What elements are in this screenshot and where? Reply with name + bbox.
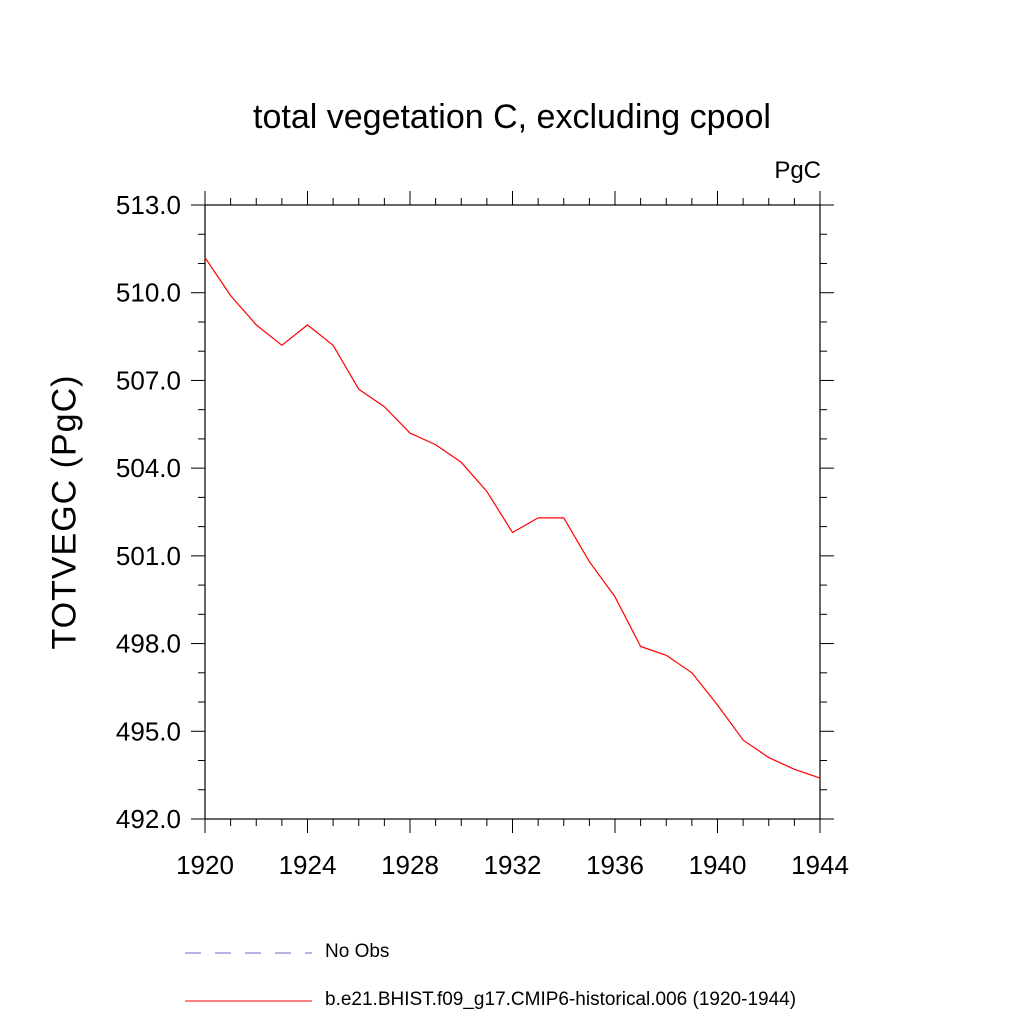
- x-tick-label: 1924: [279, 850, 337, 880]
- y-tick-label: 504.0: [116, 453, 181, 483]
- y-tick-label: 495.0: [116, 716, 181, 746]
- y-tick-label: 501.0: [116, 541, 181, 571]
- x-tick-label: 1928: [381, 850, 439, 880]
- x-tick-label: 1940: [689, 850, 747, 880]
- x-tick-label: 1920: [176, 850, 234, 880]
- series-line: [204, 257, 821, 779]
- y-tick-label: 492.0: [116, 804, 181, 834]
- x-tick-label: 1932: [484, 850, 542, 880]
- x-tick-label: 1936: [586, 850, 644, 880]
- axis-ticks: 1920 1924 1928 1932 1936 1940 1944 492.0 495.0 49…: [116, 190, 849, 880]
- units-label: PgC: [774, 157, 821, 184]
- y-tick-label: 513.0: [116, 190, 181, 220]
- legend-label-no-obs: No Obs: [325, 941, 390, 962]
- y-tick-label: 507.0: [116, 365, 181, 395]
- y-tick-label: 498.0: [116, 629, 181, 659]
- x-tick-label: 1944: [791, 850, 849, 880]
- chart-title: total vegetation C, excluding cpool: [253, 98, 771, 136]
- series-group: [204, 257, 821, 779]
- legend-label-model: b.e21.BHIST.f09_g17.CMIP6-historical.006…: [325, 989, 797, 1010]
- plot-frame: [204, 204, 821, 820]
- y-tick-label: 510.0: [116, 278, 181, 308]
